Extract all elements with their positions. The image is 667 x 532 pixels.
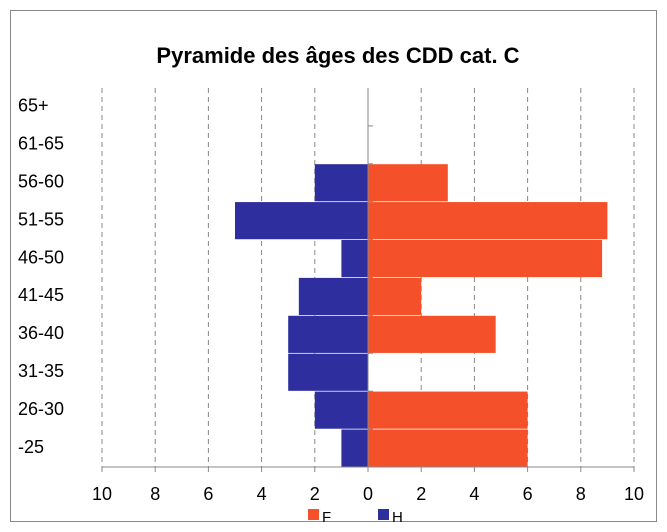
x-tick-label: 4	[257, 484, 267, 504]
legend-label: H	[392, 509, 403, 526]
bar	[368, 202, 608, 240]
bar	[341, 239, 368, 278]
bar	[368, 239, 603, 278]
x-tick-label: 2	[310, 484, 320, 504]
bar	[368, 277, 422, 316]
chart-title: Pyramide des âges des CDD cat. C	[156, 43, 519, 68]
y-tick-label: 61-65	[18, 134, 64, 154]
x-tick-label: 6	[523, 484, 533, 504]
legend-swatch	[308, 509, 319, 520]
bar	[288, 353, 368, 391]
y-tick-label: 36-40	[18, 323, 64, 343]
bar	[314, 391, 368, 429]
bar	[235, 202, 368, 240]
y-tick-label: 31-35	[18, 361, 64, 381]
bar	[368, 391, 528, 429]
bar	[368, 164, 448, 202]
y-tick-label: 51-55	[18, 209, 64, 229]
bar	[341, 429, 368, 467]
legend-swatch	[378, 509, 389, 520]
bar	[314, 164, 368, 202]
bar	[368, 429, 528, 467]
y-tick-label: 46-50	[18, 247, 64, 267]
bar	[288, 315, 368, 353]
x-tick-label: 10	[92, 484, 112, 504]
x-tick-label: 2	[416, 484, 426, 504]
bar	[368, 315, 496, 353]
y-tick-label: 26-30	[18, 399, 64, 419]
y-tick-label: 41-45	[18, 285, 64, 305]
x-tick-label: 0	[363, 484, 373, 504]
x-tick-label: 4	[469, 484, 479, 504]
x-tick-label: 8	[150, 484, 160, 504]
y-tick-label: -25	[18, 437, 44, 457]
legend-label: F	[322, 509, 331, 526]
x-tick-label: 6	[203, 484, 213, 504]
x-tick-label: 8	[576, 484, 586, 504]
x-tick-label: 10	[624, 484, 644, 504]
bar	[298, 277, 368, 316]
y-tick-label: 65+	[18, 96, 49, 116]
y-tick-label: 56-60	[18, 172, 64, 192]
